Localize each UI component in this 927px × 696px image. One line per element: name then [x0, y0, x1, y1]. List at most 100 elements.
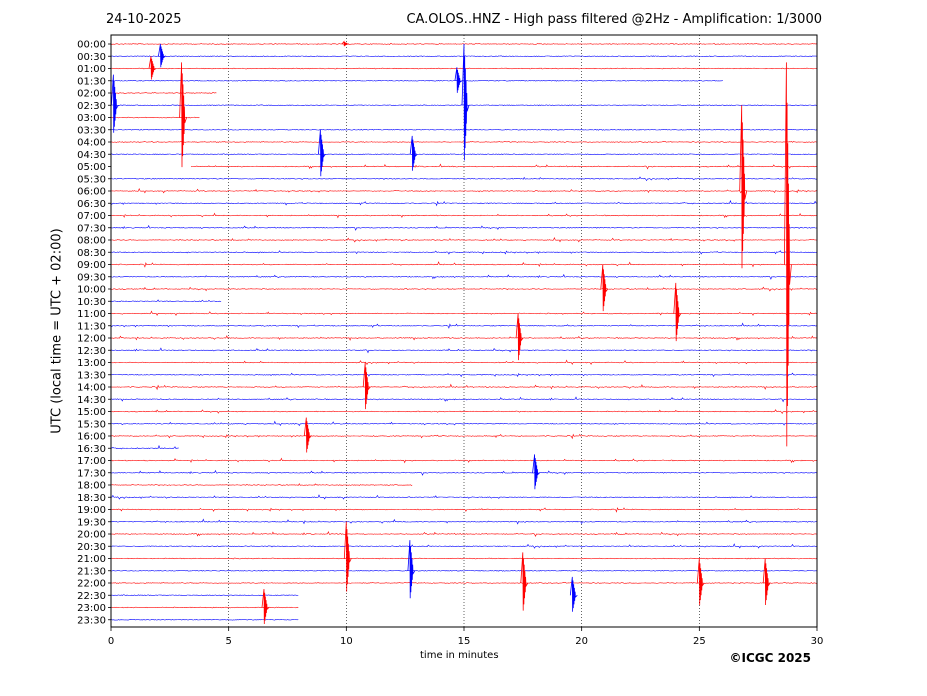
event-21 [696, 558, 705, 606]
y-tick-label: 15:00 [77, 407, 106, 418]
y-tick-label: 19:30 [77, 517, 106, 528]
y-tick-label: 13:00 [77, 358, 106, 369]
x-tick-label: 20 [575, 636, 588, 647]
y-tick-label: 01:00 [77, 64, 106, 75]
trace-row-0730 [111, 224, 817, 231]
trace-row-0200 [111, 92, 217, 94]
trace-row-0930 [111, 273, 817, 280]
trace-row-2230 [111, 594, 299, 597]
y-tick-label: 18:30 [77, 493, 106, 504]
y-tick-label: 06:30 [77, 199, 106, 210]
trace-row-1230 [111, 347, 817, 354]
trace-row-1430 [111, 396, 817, 403]
y-tick-label: 16:00 [77, 432, 106, 443]
y-tick-label: 17:30 [77, 468, 106, 479]
y-tick-label: 07:00 [77, 211, 106, 222]
trace-row-1830 [111, 494, 817, 500]
event-20 [569, 576, 578, 612]
y-tick-label: 23:00 [77, 603, 106, 614]
trace-row-1930 [111, 518, 817, 525]
y-tick-label: 08:00 [77, 236, 106, 247]
trace-row-0600 [111, 188, 817, 194]
y-tick-label: 13:30 [77, 370, 106, 381]
event-12 [673, 282, 682, 342]
y-tick-label: 10:00 [77, 285, 106, 296]
y-tick-label: 03:00 [77, 113, 106, 124]
y-tick-label: 23:30 [77, 615, 106, 626]
y-tick-label: 07:30 [77, 223, 106, 234]
event-5 [179, 62, 187, 168]
y-tick-label: 22:00 [77, 579, 106, 590]
x-tick-label: 25 [693, 636, 706, 647]
y-tick-label: 22:30 [77, 591, 106, 602]
y-tick-label: 18:00 [77, 481, 106, 492]
x-tick-label: 15 [458, 636, 471, 647]
y-tick-label: 09:30 [77, 272, 106, 283]
y-tick-label: 01:30 [77, 76, 106, 87]
y-tick-label: 03:30 [77, 125, 106, 136]
trace-row-0630 [111, 199, 817, 207]
event-13 [515, 313, 524, 361]
trace-row-1200 [111, 335, 817, 341]
x-tick-label: 30 [811, 636, 824, 647]
event-3 [454, 67, 463, 93]
event-0 [341, 40, 350, 47]
event-17 [343, 521, 352, 592]
chart-title: CA.OLOS..HNZ - High pass filtered @2Hz -… [406, 12, 822, 27]
y-tick-label: 00:00 [77, 40, 106, 51]
event-15 [303, 417, 312, 453]
event-2 [148, 56, 157, 80]
y-tick-label: 11:30 [77, 321, 106, 332]
event-23 [261, 589, 270, 625]
event-1 [158, 43, 166, 68]
trace-row-0900 [111, 261, 817, 268]
y-tick-label: 15:30 [77, 419, 106, 430]
y-tick-label: 09:00 [77, 260, 106, 271]
event-9 [739, 105, 748, 269]
y-tick-label: 17:00 [77, 456, 106, 467]
y-tick-label: 02:00 [77, 89, 106, 100]
event-11 [600, 264, 609, 312]
y-tick-label: 12:00 [77, 334, 106, 345]
trace-row-0530 [111, 176, 817, 182]
trace-row-1500 [111, 409, 817, 414]
date-label: 24-10-2025 [106, 12, 182, 27]
y-tick-label: 02:30 [77, 101, 106, 112]
y-tick-label: 00:30 [77, 52, 106, 63]
y-tick-label: 10:30 [77, 297, 106, 308]
trace-row-1400 [111, 383, 817, 391]
trace-row-0130 [111, 79, 723, 82]
copyright-label: ©ICGC 2025 [729, 651, 811, 665]
trace-row-1730 [111, 469, 817, 476]
y-tick-label: 14:30 [77, 395, 106, 406]
trace-row-1530 [111, 420, 817, 427]
trace-row-1630 [111, 444, 179, 450]
y-tick-label: 05:30 [77, 174, 106, 185]
event-22 [762, 558, 771, 606]
x-tick-label: 5 [225, 636, 231, 647]
event-14 [362, 362, 371, 410]
trace-row-1030 [111, 299, 222, 303]
event-10 [784, 62, 792, 447]
trace-row-2100 [111, 557, 817, 560]
y-tick-label: 20:30 [77, 542, 106, 553]
trace-row-2330 [111, 618, 299, 621]
x-tick-label: 0 [108, 636, 114, 647]
trace-row-1300 [111, 359, 817, 365]
y-tick-label: 14:00 [77, 383, 106, 394]
y-tick-label: 04:30 [77, 150, 106, 161]
trace-row-2030 [111, 543, 817, 549]
y-tick-label: 12:30 [77, 346, 106, 357]
trace-row-2000 [111, 531, 817, 538]
trace-row-1600 [111, 433, 817, 440]
y-tick-label: 21:30 [77, 566, 106, 577]
trace-row-0800 [111, 237, 817, 243]
y-tick-label: 11:00 [77, 309, 106, 320]
trace-row-1700 [111, 457, 817, 464]
event-18 [407, 540, 416, 599]
y-tick-label: 04:00 [77, 138, 106, 149]
y-tick-label: 05:00 [77, 162, 106, 173]
trace-row-1130 [111, 322, 817, 329]
